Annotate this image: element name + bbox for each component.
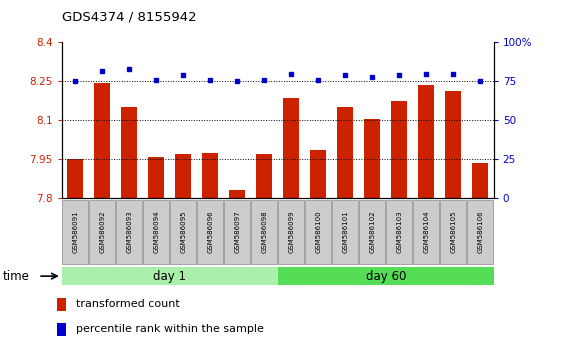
Text: transformed count: transformed count [76, 299, 180, 309]
Bar [337, 107, 353, 198]
Bar [67, 159, 83, 198]
Bar [202, 153, 218, 198]
Bar [148, 157, 164, 198]
Text: time: time [3, 270, 30, 282]
Text: GSM586102: GSM586102 [369, 211, 375, 253]
Bar [256, 154, 272, 198]
Bar [445, 91, 461, 198]
Text: GSM586091: GSM586091 [72, 211, 78, 253]
Bar [364, 119, 380, 198]
Bar [472, 163, 488, 198]
Text: GSM586098: GSM586098 [261, 211, 267, 253]
Text: GSM586105: GSM586105 [450, 211, 456, 253]
Text: percentile rank within the sample: percentile rank within the sample [76, 324, 264, 334]
Bar [121, 107, 137, 198]
Text: GDS4374 / 8155942: GDS4374 / 8155942 [62, 10, 196, 23]
Bar [418, 85, 434, 198]
Text: GSM586092: GSM586092 [99, 211, 105, 253]
Text: day 1: day 1 [153, 270, 186, 282]
Text: GSM586100: GSM586100 [315, 211, 321, 253]
Text: day 60: day 60 [366, 270, 406, 282]
Bar [391, 101, 407, 198]
Text: GSM586094: GSM586094 [153, 211, 159, 253]
Text: GSM586106: GSM586106 [477, 211, 483, 253]
Text: GSM586099: GSM586099 [288, 211, 294, 253]
Text: GSM586097: GSM586097 [234, 211, 240, 253]
Text: GSM586095: GSM586095 [180, 211, 186, 253]
Bar [310, 150, 327, 198]
Bar [229, 190, 245, 198]
Text: GSM586103: GSM586103 [396, 211, 402, 253]
Bar [283, 98, 300, 198]
Bar [94, 83, 111, 198]
Text: GSM586096: GSM586096 [207, 211, 213, 253]
Text: GSM586101: GSM586101 [342, 211, 348, 253]
Text: GSM586093: GSM586093 [126, 211, 132, 253]
Bar [175, 154, 191, 198]
Text: GSM586104: GSM586104 [423, 211, 429, 253]
